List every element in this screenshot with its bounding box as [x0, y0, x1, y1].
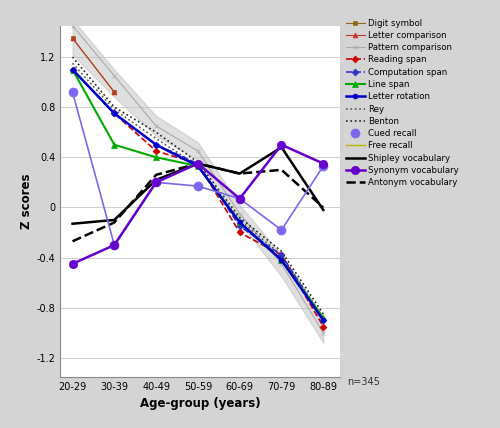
X-axis label: Age-group (years): Age-group (years): [140, 397, 260, 410]
Legend: Digit symbol, Letter comparison, Pattern comparison, Reading span, Computation s: Digit symbol, Letter comparison, Pattern…: [346, 19, 459, 187]
Y-axis label: Z scores: Z scores: [20, 173, 34, 229]
Text: n=345: n=345: [348, 377, 380, 387]
